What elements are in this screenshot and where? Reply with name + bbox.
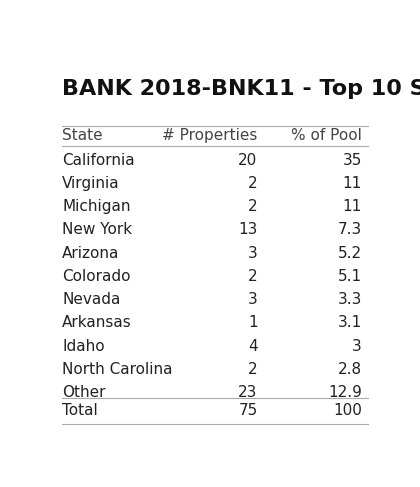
Text: 23: 23 (238, 385, 257, 400)
Text: 20: 20 (238, 152, 257, 168)
Text: Nevada: Nevada (62, 292, 121, 307)
Text: 7.3: 7.3 (338, 222, 362, 237)
Text: 13: 13 (238, 222, 257, 237)
Text: 1: 1 (248, 315, 257, 330)
Text: North Carolina: North Carolina (62, 362, 173, 377)
Text: Total: Total (62, 403, 98, 418)
Text: 11: 11 (342, 199, 362, 214)
Text: 3.3: 3.3 (337, 292, 362, 307)
Text: 5.2: 5.2 (338, 245, 362, 261)
Text: 3: 3 (352, 338, 362, 354)
Text: BANK 2018-BNK11 - Top 10 States: BANK 2018-BNK11 - Top 10 States (62, 79, 420, 99)
Text: 75: 75 (238, 403, 257, 418)
Text: 4: 4 (248, 338, 257, 354)
Text: Other: Other (62, 385, 106, 400)
Text: Virginia: Virginia (62, 176, 120, 191)
Text: Arkansas: Arkansas (62, 315, 132, 330)
Text: 3: 3 (248, 292, 257, 307)
Text: 2.8: 2.8 (338, 362, 362, 377)
Text: 2: 2 (248, 269, 257, 284)
Text: 2: 2 (248, 199, 257, 214)
Text: Arizona: Arizona (62, 245, 120, 261)
Text: # Properties: # Properties (162, 128, 257, 143)
Text: 3: 3 (248, 245, 257, 261)
Text: 2: 2 (248, 362, 257, 377)
Text: New York: New York (62, 222, 132, 237)
Text: 2: 2 (248, 176, 257, 191)
Text: Colorado: Colorado (62, 269, 131, 284)
Text: California: California (62, 152, 135, 168)
Text: 12.9: 12.9 (328, 385, 362, 400)
Text: 3.1: 3.1 (338, 315, 362, 330)
Text: State: State (62, 128, 103, 143)
Text: 100: 100 (333, 403, 362, 418)
Text: 11: 11 (342, 176, 362, 191)
Text: 5.1: 5.1 (338, 269, 362, 284)
Text: % of Pool: % of Pool (291, 128, 362, 143)
Text: Michigan: Michigan (62, 199, 131, 214)
Text: Idaho: Idaho (62, 338, 105, 354)
Text: 35: 35 (342, 152, 362, 168)
